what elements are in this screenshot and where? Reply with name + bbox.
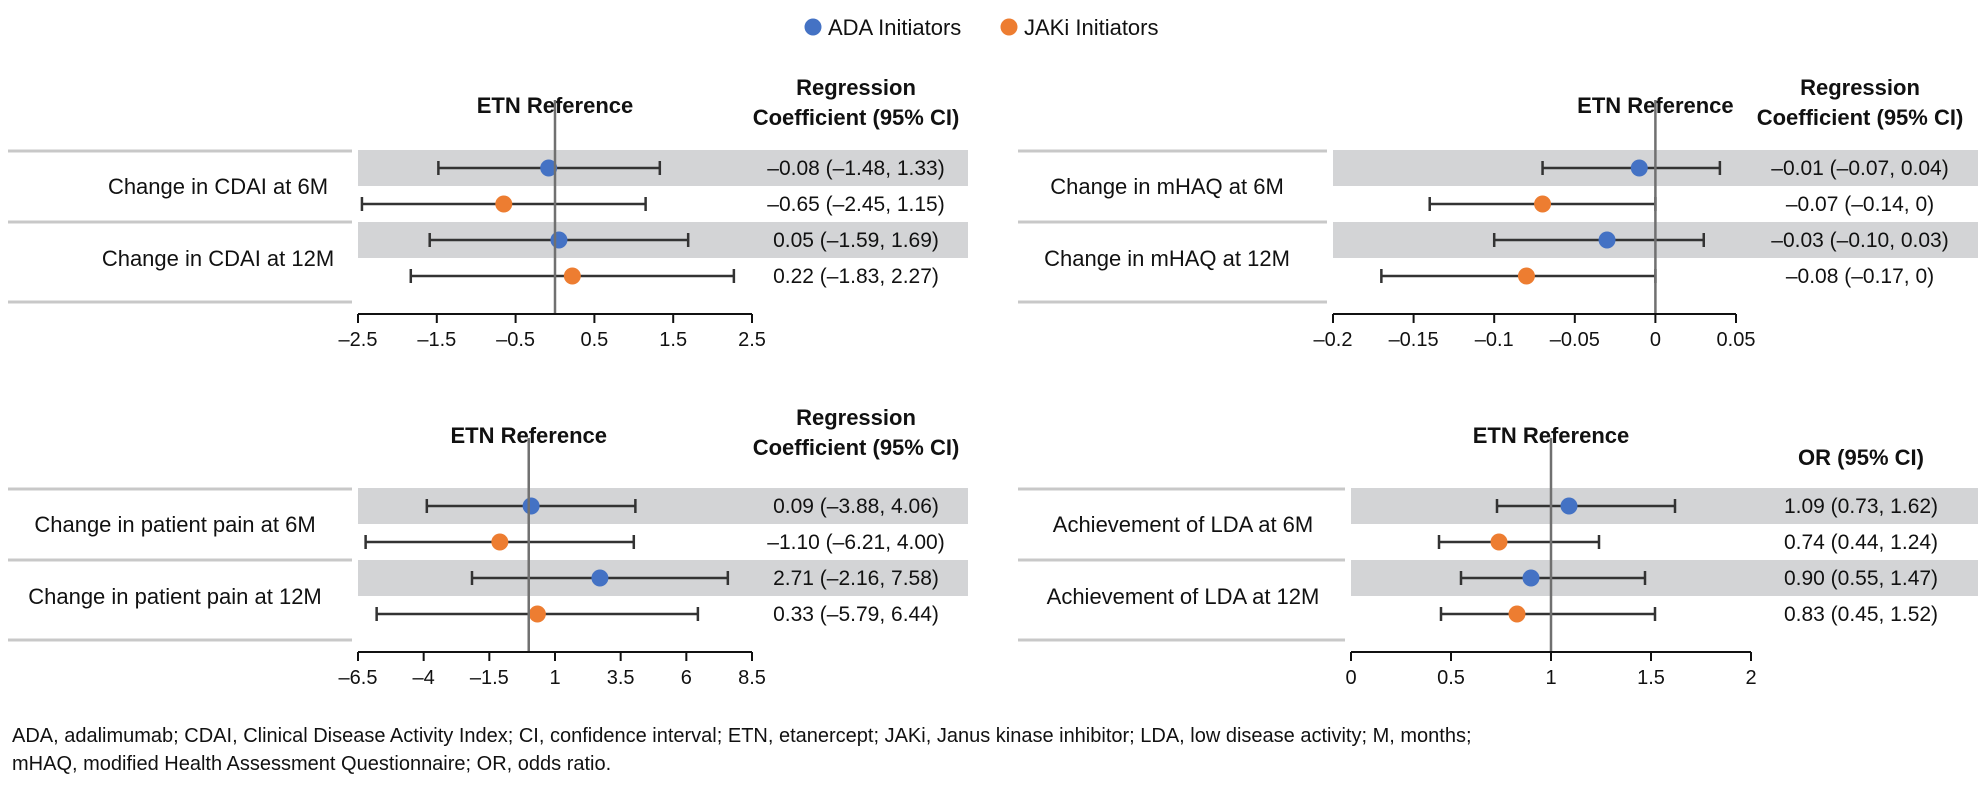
legend-marker-jaki — [1000, 18, 1018, 36]
point-estimate — [591, 569, 609, 587]
point-estimate — [1522, 569, 1540, 587]
point-estimate — [1534, 195, 1552, 213]
ci-value-text: 0.09 (–3.88, 4.06) — [773, 495, 939, 518]
row-label: Change in CDAI at 6M — [108, 174, 328, 199]
x-tick-label: 6 — [681, 667, 692, 689]
x-tick-label: –0.5 — [496, 329, 535, 351]
point-estimate — [1490, 533, 1508, 551]
row-label: Change in mHAQ at 6M — [1050, 174, 1284, 199]
x-tick-label: –6.5 — [339, 667, 378, 689]
ci-value-text: –0.07 (–0.14, 0) — [1786, 193, 1934, 216]
point-estimate — [1598, 231, 1616, 249]
point-estimate — [1508, 605, 1526, 623]
ci-value-text: –1.10 (–6.21, 4.00) — [767, 531, 944, 554]
x-tick-label: 1.5 — [659, 329, 687, 351]
x-tick-label: –0.1 — [1475, 329, 1514, 351]
value-header-line-1: Regression — [796, 405, 916, 430]
forest-plot-figure: ADA Initiators JAKi Initiators ETN Refer… — [8, 15, 1978, 689]
x-tick-label: –2.5 — [339, 329, 378, 351]
ci-value-text: –0.01 (–0.07, 0.04) — [1771, 157, 1948, 180]
x-tick-label: –0.05 — [1550, 329, 1600, 351]
value-header-line-2: Coefficient (95% CI) — [753, 435, 960, 460]
footnote: ADA, adalimumab; CDAI, Clinical Disease … — [12, 722, 1962, 778]
row-label: Change in mHAQ at 12M — [1044, 246, 1290, 271]
x-tick-label: 2 — [1745, 667, 1756, 689]
footnote-line-2: mHAQ, modified Health Assessment Questio… — [12, 753, 612, 775]
legend-label-jaki: JAKi Initiators — [1024, 15, 1159, 40]
x-tick-label: 1 — [1545, 667, 1556, 689]
x-tick-label: 0 — [1650, 329, 1661, 351]
row-band — [1351, 560, 1978, 596]
row-label: Change in CDAI at 12M — [102, 246, 334, 271]
x-tick-label: –0.15 — [1389, 329, 1439, 351]
value-header-line-2: Coefficient (95% CI) — [1757, 105, 1964, 130]
legend: ADA Initiators JAKi Initiators — [804, 15, 1159, 40]
ci-value-text: 2.71 (–2.16, 7.58) — [773, 567, 939, 590]
x-tick-label: 1 — [549, 667, 560, 689]
point-estimate — [550, 231, 568, 249]
legend-marker-ada — [804, 18, 822, 36]
ci-value-text: 1.09 (0.73, 1.62) — [1784, 495, 1938, 518]
row-label: Change in patient pain at 12M — [28, 584, 322, 609]
point-estimate — [1517, 267, 1535, 285]
value-header-line-2: Coefficient (95% CI) — [753, 105, 960, 130]
ci-value-text: –0.03 (–0.10, 0.03) — [1771, 229, 1948, 252]
ci-value-text: 0.33 (–5.79, 6.44) — [773, 603, 939, 626]
x-tick-label: 1.5 — [1637, 667, 1665, 689]
x-tick-label: 0.5 — [580, 329, 608, 351]
point-estimate — [563, 267, 581, 285]
point-estimate — [522, 497, 540, 515]
point-estimate — [528, 605, 546, 623]
point-estimate — [495, 195, 513, 213]
x-tick-label: –0.2 — [1314, 329, 1353, 351]
ci-value-text: –0.08 (–0.17, 0) — [1786, 265, 1934, 288]
x-tick-label: 0.05 — [1717, 329, 1756, 351]
x-tick-label: –1.5 — [470, 667, 509, 689]
footnote-line-1: ADA, adalimumab; CDAI, Clinical Disease … — [12, 725, 1472, 747]
value-header: OR (95% CI) — [1798, 445, 1924, 470]
ci-value-text: 0.90 (0.55, 1.47) — [1784, 567, 1938, 590]
legend-label-ada: ADA Initiators — [828, 15, 961, 40]
ci-value-text: –0.65 (–2.45, 1.15) — [767, 193, 944, 216]
point-estimate — [540, 159, 558, 177]
x-tick-label: –4 — [413, 667, 435, 689]
ci-value-text: –0.08 (–1.48, 1.33) — [767, 157, 944, 180]
row-label: Change in patient pain at 6M — [34, 512, 315, 537]
ci-value-text: 0.83 (0.45, 1.52) — [1784, 603, 1938, 626]
x-tick-label: 2.5 — [738, 329, 766, 351]
x-tick-label: –1.5 — [417, 329, 456, 351]
row-label: Achievement of LDA at 6M — [1053, 512, 1313, 537]
ci-value-text: 0.22 (–1.83, 2.27) — [773, 265, 939, 288]
ci-value-text: 0.74 (0.44, 1.24) — [1784, 531, 1938, 554]
x-tick-label: 0.5 — [1437, 667, 1465, 689]
x-tick-label: 3.5 — [607, 667, 635, 689]
point-estimate — [1630, 159, 1648, 177]
row-label: Achievement of LDA at 12M — [1047, 584, 1320, 609]
point-estimate — [1560, 497, 1578, 515]
point-estimate — [491, 533, 509, 551]
x-tick-label: 8.5 — [738, 667, 766, 689]
value-header-line-1: Regression — [796, 75, 916, 100]
value-header-line-1: Regression — [1800, 75, 1920, 100]
ci-value-text: 0.05 (–1.59, 1.69) — [773, 229, 939, 252]
x-tick-label: 0 — [1345, 667, 1356, 689]
